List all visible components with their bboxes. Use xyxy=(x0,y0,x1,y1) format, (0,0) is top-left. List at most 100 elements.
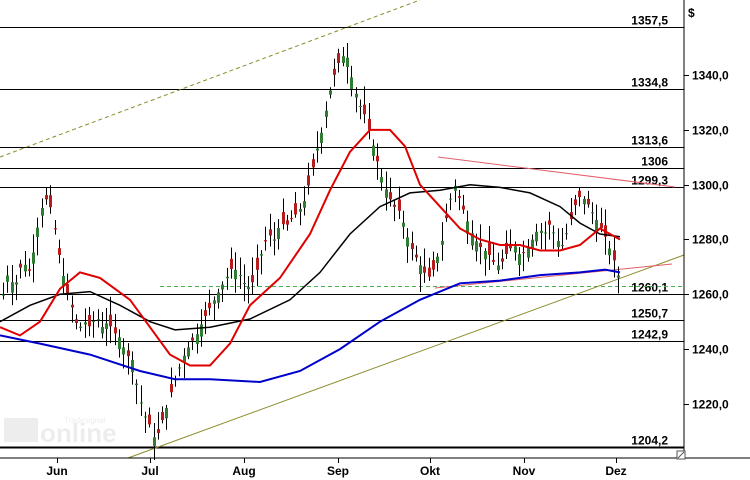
y-tick-label: 1260,0 xyxy=(692,288,729,302)
candle-body xyxy=(398,199,401,211)
candle-body xyxy=(484,251,487,260)
candle-body xyxy=(196,334,199,344)
y-tick-label: 1280,0 xyxy=(692,233,729,247)
x-tick-label: Sep xyxy=(327,464,349,478)
level-label: 1299,3 xyxy=(631,174,668,188)
candle-body xyxy=(432,260,435,270)
candle-body xyxy=(148,414,151,425)
candle-body xyxy=(66,284,69,294)
candle-body xyxy=(350,77,353,89)
level-label: 1242,9 xyxy=(631,328,668,342)
candle-body xyxy=(337,53,340,64)
ma-mid-line xyxy=(0,183,621,331)
candle-body xyxy=(105,323,108,330)
candle-body xyxy=(406,237,409,247)
candle-body xyxy=(458,196,461,198)
candle-body xyxy=(522,252,525,254)
candle-body xyxy=(527,247,530,258)
candles xyxy=(2,43,620,461)
candle-body xyxy=(574,199,577,205)
candle-body xyxy=(286,220,289,225)
candle-body xyxy=(312,159,315,168)
candle-body xyxy=(118,337,121,350)
candle-body xyxy=(58,248,61,255)
candle-body xyxy=(247,287,250,290)
candle-body xyxy=(161,411,164,421)
lower-trend-line xyxy=(127,254,685,459)
candle-body xyxy=(122,347,125,355)
candle-body xyxy=(385,189,388,198)
svg-text:Tradesignal: Tradesignal xyxy=(64,416,106,425)
candle-body xyxy=(226,276,229,279)
candle-body xyxy=(19,263,22,268)
candle-body xyxy=(36,227,39,237)
candle-body xyxy=(411,243,414,250)
candle-body xyxy=(54,228,57,230)
candle-body xyxy=(492,260,495,262)
moving-averages xyxy=(0,128,621,384)
candle-body xyxy=(45,195,48,200)
candle-body xyxy=(290,218,293,220)
candle-body xyxy=(15,282,18,285)
candle-body xyxy=(578,190,581,198)
candle-body xyxy=(583,198,586,205)
axes: $ xyxy=(0,0,750,459)
candle-body xyxy=(131,360,134,373)
candle-body xyxy=(187,347,190,357)
candle-body xyxy=(71,304,74,308)
candle-body xyxy=(505,242,508,254)
candle-body xyxy=(509,243,512,249)
triangle-lower-line xyxy=(434,263,673,289)
candle-body xyxy=(535,231,538,242)
candle-body xyxy=(565,233,568,235)
candle-body xyxy=(393,204,396,207)
candle-body xyxy=(303,201,306,208)
candle-body xyxy=(49,195,52,208)
candle-body xyxy=(299,208,302,212)
candle-body xyxy=(41,207,44,216)
candle-body xyxy=(282,212,285,225)
candle-body xyxy=(88,315,91,327)
x-tick-label: Okt xyxy=(420,464,440,478)
candle-body xyxy=(178,367,181,369)
candle-body xyxy=(2,294,5,296)
candle-body xyxy=(101,326,104,334)
candle-body xyxy=(428,267,431,277)
candle-body xyxy=(346,57,349,67)
level-label: 1334,8 xyxy=(631,76,668,90)
candle-body xyxy=(251,275,254,283)
candle-body xyxy=(109,314,112,327)
candle-body xyxy=(372,145,375,156)
x-tick-label: Aug xyxy=(232,464,255,478)
candle-body xyxy=(92,321,95,323)
candle-body xyxy=(329,90,332,95)
candle-body xyxy=(540,230,543,233)
candle-body xyxy=(376,155,379,162)
candle-body xyxy=(277,227,280,240)
candle-body xyxy=(497,265,500,271)
candle-body xyxy=(402,222,405,227)
candle-body xyxy=(221,284,224,290)
candle-body xyxy=(488,242,491,255)
candle-body xyxy=(544,232,547,234)
currency-label: $ xyxy=(688,6,695,20)
candle-body xyxy=(617,275,620,278)
candle-body xyxy=(11,282,14,293)
candle-body xyxy=(561,244,564,246)
level-label: 1250,7 xyxy=(631,307,668,321)
candle-body xyxy=(595,220,598,233)
candle-body xyxy=(269,229,272,236)
candle-body xyxy=(79,326,82,328)
candle-body xyxy=(514,246,517,253)
candle-body xyxy=(466,221,469,234)
candle-body xyxy=(28,269,31,271)
level-label: 1313,6 xyxy=(631,134,668,148)
corner-icon xyxy=(676,450,686,460)
x-tick-label: Dez xyxy=(605,464,626,478)
candle-body xyxy=(75,319,78,323)
candle-body xyxy=(479,242,482,248)
candle-body xyxy=(191,337,194,341)
candle-body xyxy=(342,56,345,64)
candle-body xyxy=(462,205,465,210)
